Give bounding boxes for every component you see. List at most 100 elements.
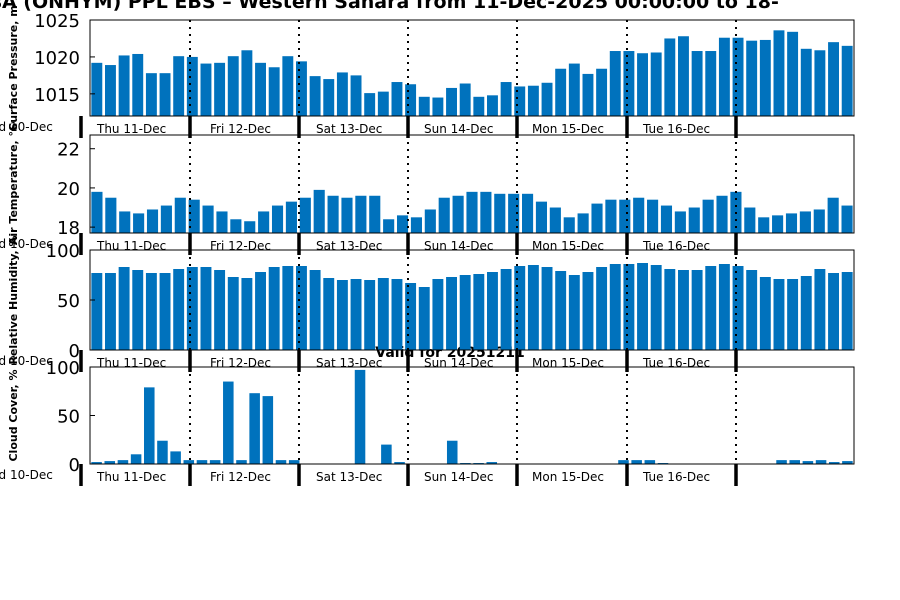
day-label: Thu 11-Dec [96, 239, 166, 253]
bar-mark [828, 273, 839, 350]
bar-mark [350, 279, 362, 350]
bar-mark [227, 56, 239, 116]
day-label: Fri 12-Dec [210, 122, 271, 136]
bar-mark [500, 82, 512, 116]
bar-mark [827, 197, 839, 233]
bar-mark [209, 460, 221, 464]
bar-mark [323, 79, 335, 116]
y-tick-label: 50 [57, 291, 80, 312]
bar-mark [815, 460, 827, 464]
bar-mark [244, 221, 256, 233]
bar-mark [452, 195, 464, 233]
bar-mark [637, 263, 648, 350]
bar-mark [623, 264, 635, 350]
bar-mark [644, 460, 656, 464]
y-tick-label: 50 [57, 407, 80, 428]
bar-mark [262, 396, 274, 464]
y-tick-label: 1025 [34, 11, 80, 32]
bar-mark [130, 454, 142, 464]
bar-mark [650, 265, 662, 350]
bar-mark [577, 213, 589, 233]
y-axis-label: Cloud Cover, % [7, 369, 20, 461]
bar-mark [255, 62, 266, 116]
day-label: Mon 15-Dec [532, 122, 604, 136]
bar-mark [145, 273, 157, 350]
bar-mark [418, 287, 430, 350]
bar-mark [842, 461, 853, 464]
day-label: Sat 13-Dec [316, 356, 382, 370]
bar-mark [744, 207, 756, 233]
bar-mark [410, 217, 422, 233]
bar-mark [173, 269, 185, 350]
bar-mark [605, 199, 617, 233]
bar-mark [678, 270, 689, 350]
bar-mark [618, 460, 629, 464]
y-axis-label: Surface Pressure, m [7, 5, 20, 130]
start-date-label: Wed 10-Dec [0, 354, 53, 368]
bar-mark [105, 197, 117, 233]
bar-mark [568, 63, 580, 116]
bar-mark [785, 213, 798, 233]
y-axis-label: Air Temperature, °C [7, 123, 20, 245]
bar-mark [705, 266, 717, 350]
bar-mark [486, 462, 498, 464]
bar-mark [660, 205, 673, 233]
y-tick-label: 1020 [34, 48, 80, 69]
bar-mark [702, 199, 714, 233]
bar-mark [118, 267, 130, 350]
day-label: Tue 16-Dec [642, 470, 710, 484]
bar-mark [432, 279, 444, 350]
bar-mark [275, 460, 287, 464]
bar-mark [405, 84, 417, 116]
bar-mark [327, 195, 339, 233]
day-label: Sat 13-Dec [316, 122, 382, 136]
bar-mark [480, 191, 492, 233]
bar-mark [255, 272, 266, 350]
bar-mark [174, 197, 186, 233]
bar-mark [355, 195, 367, 233]
bar-mark [132, 270, 144, 350]
bar-mark [432, 97, 444, 116]
bar-mark [282, 266, 294, 350]
bar-mark [282, 56, 294, 116]
bar-mark [789, 460, 800, 464]
bar-mark [691, 270, 703, 350]
bar-mark [459, 275, 471, 350]
bar-mark [814, 50, 826, 116]
bar-mark [91, 191, 103, 233]
bar-mark [609, 264, 621, 350]
bar-mark [787, 279, 799, 350]
bar-mark [813, 209, 825, 233]
bar-mark [446, 87, 457, 116]
day-label: Thu 11-Dec [96, 122, 166, 136]
bar-mark [183, 460, 195, 464]
bar-mark [377, 278, 389, 350]
bar-mark [132, 53, 144, 116]
bar-mark [799, 211, 811, 233]
bar-mark [364, 280, 376, 350]
bar-mark [732, 37, 744, 116]
day-label: Sun 14-Dec [424, 239, 493, 253]
bar-mark [418, 96, 430, 116]
bar-mark [117, 460, 129, 464]
bar-mark [527, 265, 539, 350]
bar-mark [800, 48, 812, 116]
bar-mark [296, 266, 307, 350]
bar-mark [446, 440, 458, 464]
bar-mark [186, 267, 198, 350]
bar-mark [91, 62, 103, 116]
bar-mark [555, 68, 567, 116]
y-tick-label: 100 [46, 358, 80, 379]
day-label: Mon 15-Dec [532, 470, 604, 484]
bar-mark [173, 56, 185, 116]
bar-mark [841, 272, 853, 350]
day-label: Tue 16-Dec [642, 239, 710, 253]
day-label: Sun 14-Dec [424, 470, 493, 484]
bar-mark [773, 279, 785, 350]
bar-mark [383, 219, 395, 233]
bar-mark [841, 205, 853, 233]
bar-mark [535, 201, 548, 233]
bar-mark [776, 460, 787, 464]
bar-mark [633, 197, 645, 233]
